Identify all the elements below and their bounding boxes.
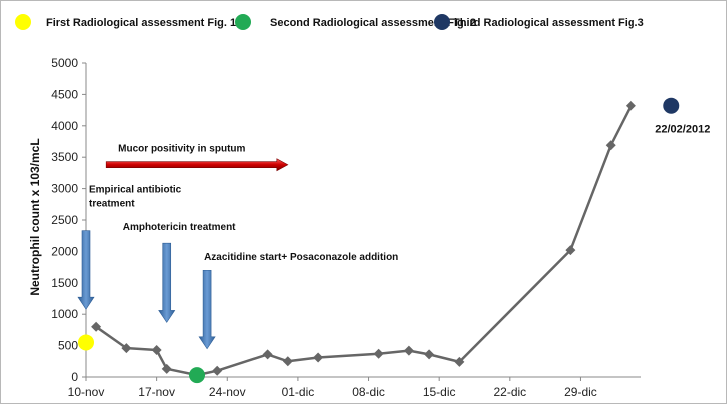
y-tick-label: 2500 xyxy=(51,213,78,227)
azacitidine-arrow xyxy=(198,269,216,350)
mucor-arrow xyxy=(105,158,289,172)
data-point xyxy=(282,356,293,367)
y-tick-label: 500 xyxy=(58,339,78,353)
x-tick-label: 29-dic xyxy=(564,385,597,399)
data-point xyxy=(605,140,616,151)
data-point xyxy=(625,100,636,111)
series-points xyxy=(91,100,636,381)
data-point xyxy=(313,352,324,363)
third-assessment-date: 22/02/2012 xyxy=(655,124,710,136)
y-ticks: 0 500 1000 1500 2000 2500 3000 3500 4000 4500 5000 xyxy=(51,56,86,384)
antibiotic-arrow xyxy=(77,230,95,310)
series-line xyxy=(95,105,633,377)
x-tick-label: 17-nov xyxy=(138,385,175,399)
amphotericin-annotation-text: Amphotericin treatment xyxy=(123,222,236,233)
azacitidine-annotation-text: Azacitidine start+ Posaconazole addition xyxy=(204,252,398,263)
second-assessment-marker xyxy=(189,367,205,384)
x-tick-label: 08-dic xyxy=(352,385,385,399)
legend: First Radiological assessment Fig. 1 Sec… xyxy=(15,14,644,30)
data-point xyxy=(565,245,576,256)
data-point xyxy=(262,349,273,360)
data-point xyxy=(454,356,465,367)
y-tick-label: 1500 xyxy=(51,276,78,290)
y-axis-label: Neutrophil count x 103/mcL xyxy=(28,138,42,295)
data-point xyxy=(91,321,102,332)
y-tick-label: 4000 xyxy=(51,119,78,133)
x-tick-label: 15-dic xyxy=(423,385,456,399)
data-point xyxy=(212,365,223,376)
legend-swatch-first-assessment xyxy=(15,14,31,30)
x-tick-label: 24-nov xyxy=(209,385,246,399)
x-tick-label: 10-nov xyxy=(68,385,105,399)
x-tick-label: 01-dic xyxy=(282,385,315,399)
data-point xyxy=(121,343,132,354)
y-tick-label: 2000 xyxy=(51,244,78,258)
legend-swatch-third-assessment xyxy=(434,14,450,30)
y-tick-label: 1000 xyxy=(51,307,78,321)
y-tick-label: 4500 xyxy=(51,87,78,101)
amphotericin-arrow xyxy=(158,242,176,323)
data-point xyxy=(373,348,384,359)
y-tick-label: 5000 xyxy=(51,56,78,70)
data-point xyxy=(151,344,162,355)
x-ticks: 10-nov 17-nov 24-nov 01-dic 08-dic 15-dic 22-d… xyxy=(68,377,597,399)
y-tick-label: 3500 xyxy=(51,150,78,164)
x-tick-label: 22-dic xyxy=(493,385,526,399)
legend-label-third-assessment: Third Radiological assessment Fig.3 xyxy=(453,17,644,29)
antibiotic-annotation-line-2: treatment xyxy=(89,199,135,210)
assessment-markers: 22/02/2012 xyxy=(78,97,710,384)
mucor-annotation-text: Mucor positivity in sputum xyxy=(118,144,245,155)
data-point xyxy=(424,349,435,360)
legend-swatch-second-assessment xyxy=(235,14,251,30)
y-tick-label: 0 xyxy=(71,370,78,384)
first-assessment-marker xyxy=(78,334,94,351)
third-assessment-marker xyxy=(663,97,680,114)
annotations: Mucor positivity in sputum Empirical ant… xyxy=(77,144,398,350)
legend-label-second-assessment: Second Radiological assessment Fig. 2 xyxy=(270,17,476,29)
data-point xyxy=(161,363,172,374)
legend-label-first-assessment: First Radiological assessment Fig. 1 xyxy=(46,17,236,29)
data-point xyxy=(403,345,414,356)
y-tick-label: 3000 xyxy=(51,182,78,196)
antibiotic-annotation-line-1: Empirical antibiotic xyxy=(89,185,182,196)
